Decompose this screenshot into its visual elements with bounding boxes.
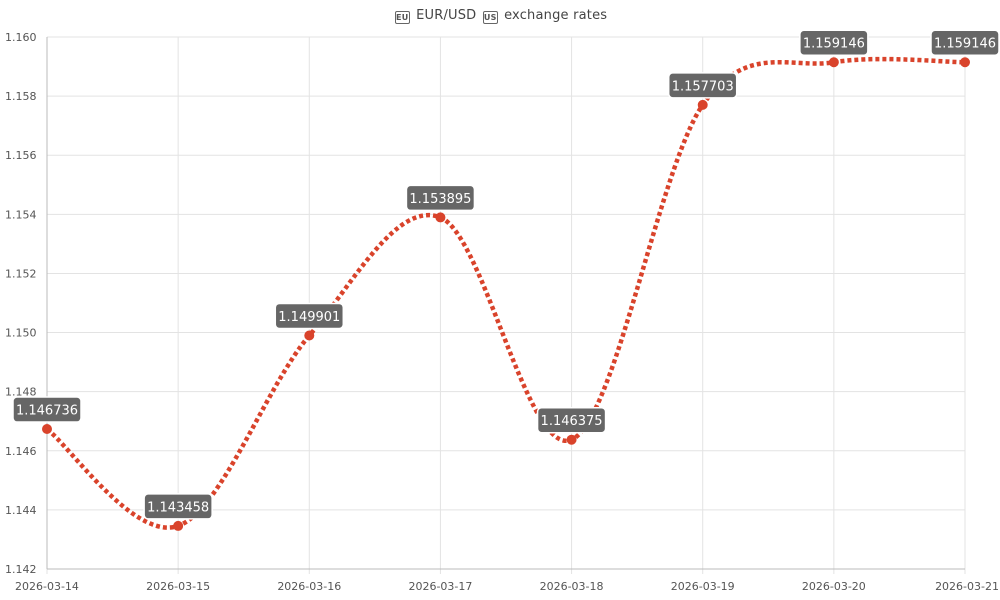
y-tick-label: 1.150	[5, 327, 37, 340]
data-label-text: 1.159146	[803, 37, 865, 52]
data-label: 1.153895	[405, 184, 476, 212]
data-label-box	[405, 184, 476, 212]
series-line	[45, 56, 966, 530]
y-tick-label: 1.142	[5, 563, 37, 576]
chart-title-pair: EUR/USD	[416, 8, 481, 23]
y-tick-label: 1.146	[5, 445, 37, 458]
data-label-box	[274, 302, 345, 330]
data-label-text: 1.143458	[147, 500, 209, 515]
x-tick-label: 2026-03-17	[408, 580, 472, 593]
data-label-text: 1.146375	[541, 414, 603, 429]
data-point	[566, 434, 577, 445]
data-point	[435, 212, 446, 223]
data-label: 1.146375	[536, 406, 607, 434]
data-label-text: 1.149901	[278, 310, 340, 325]
eu-flag-icon: EU	[394, 11, 410, 24]
data-label-text: 1.159146	[934, 37, 996, 52]
y-tick-label: 1.152	[5, 267, 37, 280]
data-label-box	[799, 29, 869, 56]
x-tick-label: 2026-03-16	[277, 580, 341, 593]
data-label: 1.159146	[930, 29, 1000, 56]
x-tick-label: 2026-03-21	[935, 580, 999, 593]
data-label: 1.159146	[799, 29, 869, 56]
data-point	[304, 330, 315, 341]
x-tick-label: 2026-03-18	[540, 580, 604, 593]
data-label: 1.146736	[12, 396, 82, 423]
data-label-text: 1.153895	[409, 192, 471, 207]
data-label: 1.157703	[667, 72, 738, 99]
chart-title-text: EUR/USD US exchange rates	[416, 8, 608, 24]
x-tick-label: 2026-03-19	[671, 580, 735, 593]
data-label-box	[143, 493, 213, 520]
data-point	[960, 57, 970, 68]
data-label-text: 1.146736	[16, 404, 78, 419]
y-tick-label: 1.148	[5, 386, 37, 399]
data-label-box	[930, 29, 1000, 56]
y-tick-label: 1.160	[5, 31, 37, 44]
data-point	[697, 99, 708, 110]
y-tick-label: 1.158	[5, 90, 37, 103]
x-tick-label: 2026-03-15	[146, 580, 210, 593]
data-label-text: 1.157703	[672, 79, 734, 94]
chart-title-rest: exchange rates	[499, 8, 608, 23]
y-tick-label: 1.144	[5, 504, 37, 517]
data-label: 1.143458	[143, 493, 213, 520]
data-point	[173, 520, 184, 531]
data-point	[828, 57, 839, 68]
y-tick-label: 1.156	[5, 149, 37, 162]
data-point	[42, 424, 52, 435]
us-flag-icon: US	[482, 11, 498, 24]
data-label-box	[536, 406, 607, 434]
data-label-box	[12, 396, 82, 423]
chart-title: EU EUR/USD US exchange rates	[0, 8, 1000, 24]
y-tick-label: 1.154	[5, 208, 37, 221]
data-label: 1.149901	[274, 302, 345, 330]
data-label-box	[667, 72, 738, 99]
x-tick-label: 2026-03-20	[802, 580, 866, 593]
x-tick-label: 2026-03-14	[15, 580, 79, 593]
